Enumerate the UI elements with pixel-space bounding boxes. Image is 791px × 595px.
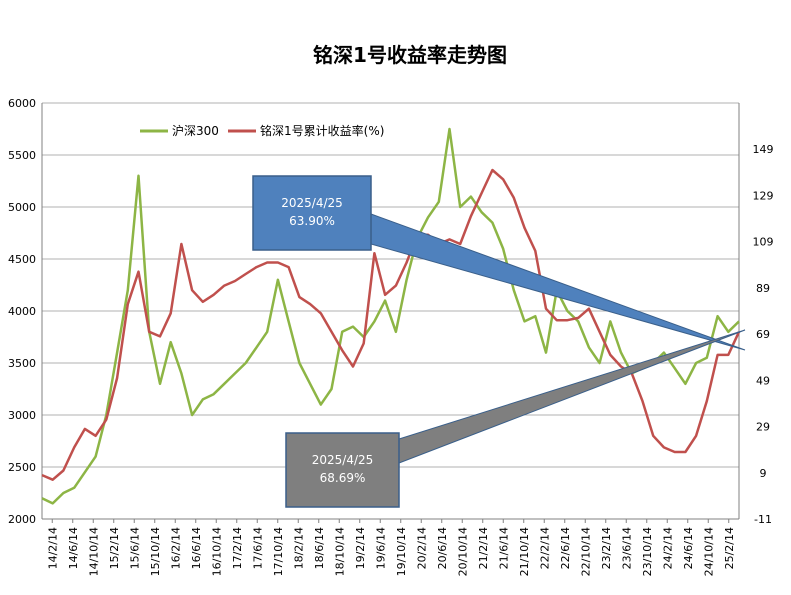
y-right-tick-label: 109	[753, 236, 774, 249]
x-tick-label: 24/2/14	[661, 527, 674, 569]
x-tick-label: 14/2/14	[46, 527, 59, 569]
legend-label-1: 铭深1号累计收益率(%)	[260, 123, 384, 138]
x-tick-label: 16/10/14	[210, 527, 223, 576]
annotation-box-0	[252, 175, 372, 251]
legend-label-0: 沪深300	[172, 124, 219, 138]
annotation-layer: 2025/4/25 63.90% 2025/4/25 68.69%	[252, 175, 746, 508]
x-tick-label: 24/10/14	[702, 527, 715, 576]
y-left-tick-label: 2000	[8, 513, 36, 526]
y-left-tick-label: 4500	[8, 253, 36, 266]
annotation-box-1	[285, 432, 400, 508]
x-tick-label: 15/6/14	[128, 527, 141, 569]
y-left-tick-label: 5500	[8, 149, 36, 162]
annotation-date-0: 2025/4/25	[281, 196, 343, 210]
y-right-tick-label: -11	[754, 513, 772, 526]
y-left-tick-label: 3000	[8, 409, 36, 422]
x-tick-label: 23/6/14	[620, 527, 633, 569]
x-tick-label: 19/10/14	[395, 527, 408, 576]
x-tick-label: 14/10/14	[87, 527, 100, 576]
y-left-tick-label: 2500	[8, 461, 36, 474]
legend: 沪深300 铭深1号累计收益率(%)	[140, 123, 384, 138]
x-tick-label: 24/6/14	[682, 527, 695, 569]
annotation-date-1: 2025/4/25	[312, 453, 374, 467]
x-tick-label: 17/2/14	[231, 527, 244, 569]
x-tick-label: 17/10/14	[272, 527, 285, 576]
x-tick-label: 20/10/14	[456, 527, 469, 576]
x-tick-label: 18/6/14	[313, 527, 326, 569]
x-tick-label: 22/2/14	[538, 527, 551, 569]
x-tick-label: 19/6/14	[374, 527, 387, 569]
x-tick-label: 19/2/14	[354, 527, 367, 569]
x-tick-label: 20/6/14	[436, 527, 449, 569]
x-tick-label: 21/2/14	[477, 527, 490, 569]
series-line-0	[41, 127, 740, 505]
grid-layer	[42, 102, 739, 520]
x-tick-label: 22/10/14	[579, 527, 592, 576]
x-tick-label: 25/2/14	[723, 527, 736, 569]
y-left-tick-label: 3500	[8, 357, 36, 370]
y-left-tick-label: 5000	[8, 201, 36, 214]
annotation-pointer-0	[370, 213, 746, 351]
x-tick-label: 23/2/14	[600, 527, 613, 569]
x-tick-label: 18/2/14	[292, 527, 305, 569]
y-right-tick-label: 89	[756, 282, 770, 295]
y-right-tick-label: 149	[753, 143, 774, 156]
y-right-tick-label: 129	[753, 189, 774, 202]
x-tick-label: 14/6/14	[67, 527, 80, 569]
x-tick-label: 23/10/14	[641, 527, 654, 576]
x-tick-label: 21/6/14	[497, 527, 510, 569]
x-tick-label: 15/2/14	[108, 527, 121, 569]
x-tick-label: 21/10/14	[518, 527, 531, 576]
chart-title: 铭深1号收益率走势图	[313, 43, 507, 67]
y-right-tick-label: 49	[756, 374, 770, 387]
y-right-tick-label: 9	[760, 467, 767, 480]
y-right-tick-label: 69	[756, 328, 770, 341]
y-left-tick-label: 6000	[8, 97, 36, 110]
x-tick-label: 17/6/14	[251, 527, 264, 569]
x-tick-label: 15/10/14	[149, 527, 162, 576]
x-tick-label: 20/2/14	[415, 527, 428, 569]
series-line-1	[41, 168, 741, 481]
x-tick-label: 16/6/14	[190, 527, 203, 569]
annotation-pointer-1	[398, 329, 746, 464]
x-tick-label: 16/2/14	[169, 527, 182, 569]
annotation-value-0: 63.90%	[289, 214, 335, 228]
x-tick-label: 18/10/14	[333, 527, 346, 576]
series-layer	[41, 127, 741, 505]
y-right-tick-label: 29	[756, 421, 770, 434]
annotation-value-1: 68.69%	[320, 471, 366, 485]
axes-layer: 2000 2500 3000 3500 4000 4500 5000 5500 6000 -11 9…	[8, 97, 774, 576]
y-left-tick-label: 4000	[8, 305, 36, 318]
x-tick-label: 22/6/14	[559, 527, 572, 569]
